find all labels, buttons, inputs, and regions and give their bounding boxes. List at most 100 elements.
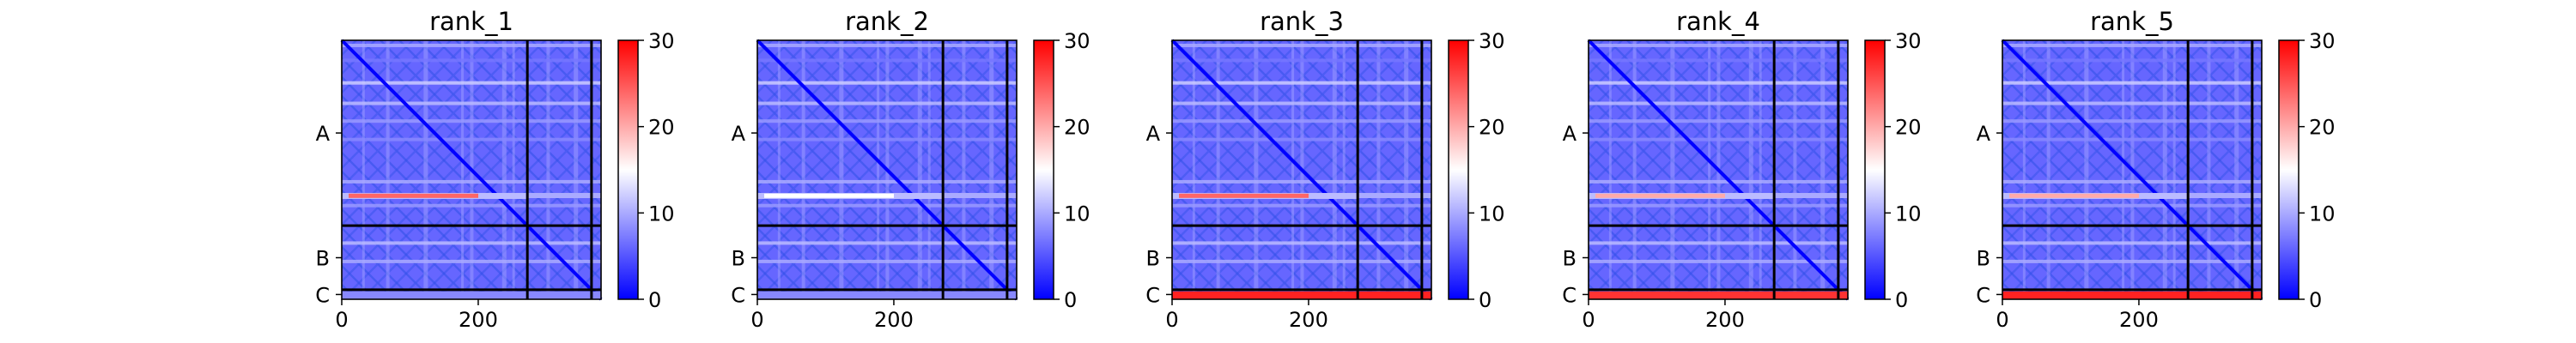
- heatmap-row-band: [757, 101, 1017, 105]
- heatmap-row-band: [1172, 137, 1431, 141]
- heatmap-row-band: [2002, 58, 2262, 63]
- heatmap-column-stripe: [2172, 40, 2176, 299]
- heatmap-row-band: [342, 119, 601, 123]
- heatmap-row-band: [1172, 101, 1431, 105]
- heatmap-hot-row: [1358, 193, 1431, 199]
- heatmap-row-band: [342, 81, 601, 85]
- heatmap-hot-row-core: [2009, 193, 2139, 198]
- heatmap-row-band: [2002, 259, 2262, 263]
- heatmap-row-band: [2002, 119, 2262, 123]
- heatmap-column-stripe: [386, 40, 390, 299]
- heatmap-column-stripe: [927, 40, 931, 299]
- heatmap-row-band: [1589, 43, 1848, 47]
- heatmap-column-stripe: [1748, 40, 1753, 299]
- x-tick-label: 200: [1289, 308, 1328, 332]
- heatmap-column-stripe: [1404, 40, 1409, 299]
- x-tick-label: 0: [1996, 308, 2008, 332]
- heatmap-column-stripe: [2162, 40, 2167, 299]
- colorbar-tick-label: 20: [1064, 116, 1091, 140]
- x-tick-label: 0: [1165, 308, 1178, 332]
- colorbar-tick-label: 30: [1064, 29, 1091, 53]
- heatmap-column-stripe: [2084, 40, 2089, 299]
- heatmap-column-stripe: [423, 40, 428, 299]
- heatmap-row-band: [1589, 241, 1848, 245]
- y-tick-label: C: [315, 283, 330, 307]
- heatmap-hot-row: [2188, 193, 2262, 199]
- heatmap-column-stripe: [512, 40, 515, 299]
- panel-title: rank_1: [429, 7, 513, 36]
- y-tick-label: A: [1563, 122, 1577, 146]
- heatmap-row-band: [1589, 81, 1848, 85]
- y-tick-label: C: [1145, 283, 1160, 307]
- heatmap-column-stripe: [801, 40, 805, 299]
- heatmap-column-stripe: [1670, 40, 1675, 299]
- y-tick-label: A: [732, 122, 746, 146]
- x-tick-label: 0: [335, 308, 348, 332]
- heatmap-column-stripe: [361, 40, 365, 299]
- colorbar: [2278, 39, 2300, 300]
- heatmap-row-band: [1172, 43, 1431, 47]
- heatmap-row-band: [1589, 203, 1848, 208]
- x-tick-label: 0: [750, 308, 763, 332]
- heatmap-row-band: [757, 203, 1017, 208]
- heatmap-frame: [341, 39, 602, 300]
- heatmap-diagonal: [526, 224, 603, 301]
- heatmap-hot-row: [943, 193, 1017, 199]
- heatmap-row-band: [2002, 81, 2262, 85]
- heatmap-column-stripe: [777, 40, 781, 299]
- heatmap-row-band: [342, 58, 601, 63]
- heatmap-hot-row-core: [349, 193, 478, 198]
- colorbar-tick-label: 30: [2309, 29, 2336, 53]
- heatmap-column-stripe: [574, 40, 579, 299]
- y-tick-label: C: [1976, 283, 1990, 307]
- heatmap-hot-row-core: [1179, 193, 1309, 198]
- heatmap-row-band: [2002, 203, 2262, 208]
- heatmap-hot-row-core: [764, 193, 894, 198]
- x-tick-label: 200: [2119, 308, 2159, 332]
- heatmap-hot-row: [527, 193, 601, 199]
- heatmap-column-stripe: [2207, 40, 2211, 299]
- heatmap-row-band: [1172, 203, 1431, 208]
- colorbar-tick-label: 0: [1479, 288, 1492, 312]
- panel-title: rank_5: [2090, 7, 2174, 36]
- heatmap-hot-row-core: [1595, 193, 1725, 198]
- heatmap-chain-c-rows: [1589, 291, 1848, 299]
- panel-title: rank_4: [1676, 7, 1760, 36]
- x-tick-label: 200: [1705, 308, 1745, 332]
- heatmap-row-band: [1172, 259, 1431, 263]
- colorbar-tick-label: 20: [648, 116, 675, 140]
- colorbar-tick-label: 10: [1895, 202, 1922, 226]
- colorbar: [617, 39, 639, 300]
- heatmap-row-band: [1589, 58, 1848, 63]
- heatmap-row-band: [342, 179, 601, 184]
- heatmap-frame: [1171, 39, 1432, 300]
- x-tick-label: 0: [1582, 308, 1595, 332]
- x-tick-label: 200: [874, 308, 914, 332]
- heatmap-column-stripe: [501, 40, 507, 299]
- heatmap-row-band: [1589, 137, 1848, 141]
- heatmap-row-band: [1172, 241, 1431, 245]
- y-tick-label: C: [1562, 283, 1577, 307]
- heatmap-hot-row: [1774, 193, 1848, 199]
- heatmap-row-band: [757, 119, 1017, 123]
- colorbar-tick-label: 20: [2309, 116, 2336, 140]
- heatmap-chain-c-rows: [342, 291, 601, 299]
- heatmap-frame: [756, 39, 1018, 300]
- heatmap-row-band: [757, 81, 1017, 85]
- heatmap-row-band: [2002, 241, 2262, 245]
- heatmap-chain-c-rows: [2002, 291, 2262, 299]
- heatmap-row-band: [2002, 137, 2262, 141]
- heatmap-column-stripe: [877, 40, 880, 299]
- heatmap-column-stripe: [1708, 40, 1711, 299]
- heatmap-row-band: [1172, 179, 1431, 184]
- x-tick-label: 200: [459, 308, 498, 332]
- colorbar-tick-label: 0: [1895, 288, 1908, 312]
- heatmap-column-stripe: [1192, 40, 1195, 299]
- y-tick-label: B: [316, 247, 330, 271]
- heatmap-column-stripe: [1759, 40, 1762, 299]
